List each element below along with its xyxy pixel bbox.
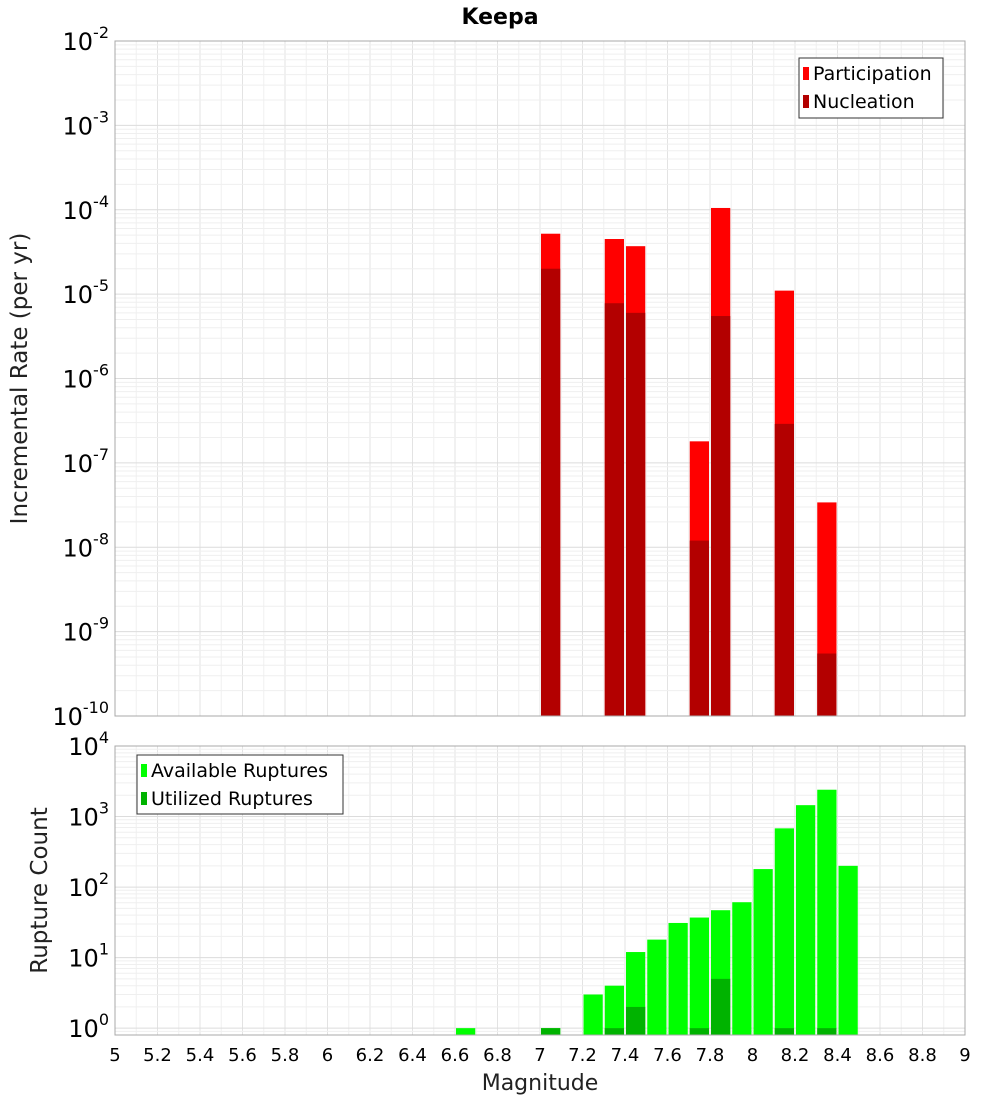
y-tick-label: 10-5 (63, 276, 110, 309)
bar (711, 316, 731, 716)
y-tick-label: 102 (68, 869, 109, 902)
y-tick-label: 10-9 (63, 614, 110, 647)
bar (456, 1028, 476, 1035)
bar (753, 869, 773, 1035)
bar (541, 1028, 561, 1035)
bar (626, 1006, 646, 1035)
x-tick-label: 5.8 (271, 1045, 300, 1066)
legend-swatch (141, 764, 147, 777)
chart-title: Keepa (461, 5, 538, 30)
bar (668, 922, 688, 1035)
legend-swatch (803, 95, 809, 108)
bar (647, 939, 667, 1035)
legend-label: Nucleation (813, 91, 915, 113)
plot-border (114, 40, 966, 717)
legend: Available Ruptures Utilized Ruptures (136, 754, 344, 815)
x-tick-label: 5 (109, 1045, 120, 1066)
bar (689, 540, 709, 716)
plot-border (114, 745, 966, 1036)
y-tick-label: 104 (68, 728, 109, 761)
y-tick-label: 10-6 (63, 361, 110, 394)
bar (774, 1028, 794, 1035)
y-tick-label: 10-8 (63, 529, 110, 562)
bar (689, 917, 709, 1035)
y-tick-label: 10-3 (63, 107, 110, 140)
y-axis-label: Incremental Rate (per yr) (7, 233, 33, 525)
legend-swatch (803, 67, 809, 80)
series-utilized-ruptures (541, 978, 837, 1035)
bar (626, 312, 646, 716)
y-tick-label: 100 (68, 1010, 109, 1043)
bar (689, 1028, 709, 1035)
x-tick-labels: 5 5.2 5.4 5.6 5.8 6 6.2 6.4 6.6 6.8 7 7.2 7.4 7.6 7.8 8… (109, 1045, 970, 1066)
x-tick-label: 8 (747, 1045, 758, 1066)
y-tick-label: 10-4 (63, 192, 110, 225)
bar (604, 1028, 624, 1035)
x-tick-label: 5.2 (143, 1045, 172, 1066)
y-tick-labels: 100 101 102 103 104 (68, 728, 109, 1043)
chart-panel-2: 100 101 102 103 104 Rupture Count 5 5.2 5.4 5.6 5.… (27, 728, 971, 1096)
x-axis-label: Magnitude (482, 1071, 599, 1096)
bar (817, 1028, 837, 1035)
x-tick-label: 9 (959, 1045, 970, 1066)
x-tick-label: 7.6 (653, 1045, 682, 1066)
bar (711, 978, 731, 1035)
bar (796, 805, 816, 1035)
bar (817, 789, 837, 1035)
x-tick-label: 5.6 (228, 1045, 257, 1066)
x-tick-label: 6 (322, 1045, 333, 1066)
bar (817, 653, 837, 716)
y-tick-label: 101 (68, 940, 109, 973)
x-tick-label: 7.8 (696, 1045, 725, 1066)
series-nucleation (541, 268, 837, 716)
bar (604, 985, 624, 1035)
legend-label: Participation (813, 63, 932, 85)
bar (774, 423, 794, 716)
y-tick-label: 10-10 (52, 698, 109, 731)
x-tick-label: 7.2 (568, 1045, 597, 1066)
x-tick-label: 8.2 (781, 1045, 810, 1066)
bar (583, 994, 603, 1035)
y-tick-label: 10-2 (63, 23, 110, 56)
bar (732, 902, 752, 1035)
x-tick-label: 8.6 (866, 1045, 895, 1066)
bar (774, 828, 794, 1035)
x-tick-label: 6.6 (441, 1045, 470, 1066)
y-tick-label: 10-7 (63, 445, 110, 478)
x-tick-label: 6.4 (398, 1045, 427, 1066)
x-tick-label: 7 (534, 1045, 545, 1066)
legend-label: Available Ruptures (151, 760, 328, 782)
x-tick-label: 8.8 (908, 1045, 937, 1066)
chart-panel-1: 10-10 10-9 10-8 10-7 10-6 10-5 10-4 10-3 10-2 Inc… (7, 23, 966, 731)
y-axis-label: Rupture Count (27, 807, 53, 973)
legend: Participation Nucleation (798, 57, 944, 119)
x-tick-label: 6.2 (356, 1045, 385, 1066)
bar (541, 268, 561, 716)
gridlines (114, 40, 966, 717)
x-tick-label: 5.4 (186, 1045, 215, 1066)
legend-box (136, 754, 344, 815)
legend-label: Utilized Ruptures (151, 788, 313, 810)
x-tick-label: 6.8 (483, 1045, 512, 1066)
x-tick-label: 8.4 (823, 1045, 852, 1066)
bar (838, 865, 858, 1035)
legend-swatch (141, 792, 147, 805)
x-tick-label: 7.4 (611, 1045, 640, 1066)
legend-box (798, 57, 944, 119)
bar (604, 303, 624, 716)
y-tick-label: 103 (68, 799, 109, 832)
y-tick-labels: 10-10 10-9 10-8 10-7 10-6 10-5 10-4 10-3 10-2 (52, 23, 109, 731)
